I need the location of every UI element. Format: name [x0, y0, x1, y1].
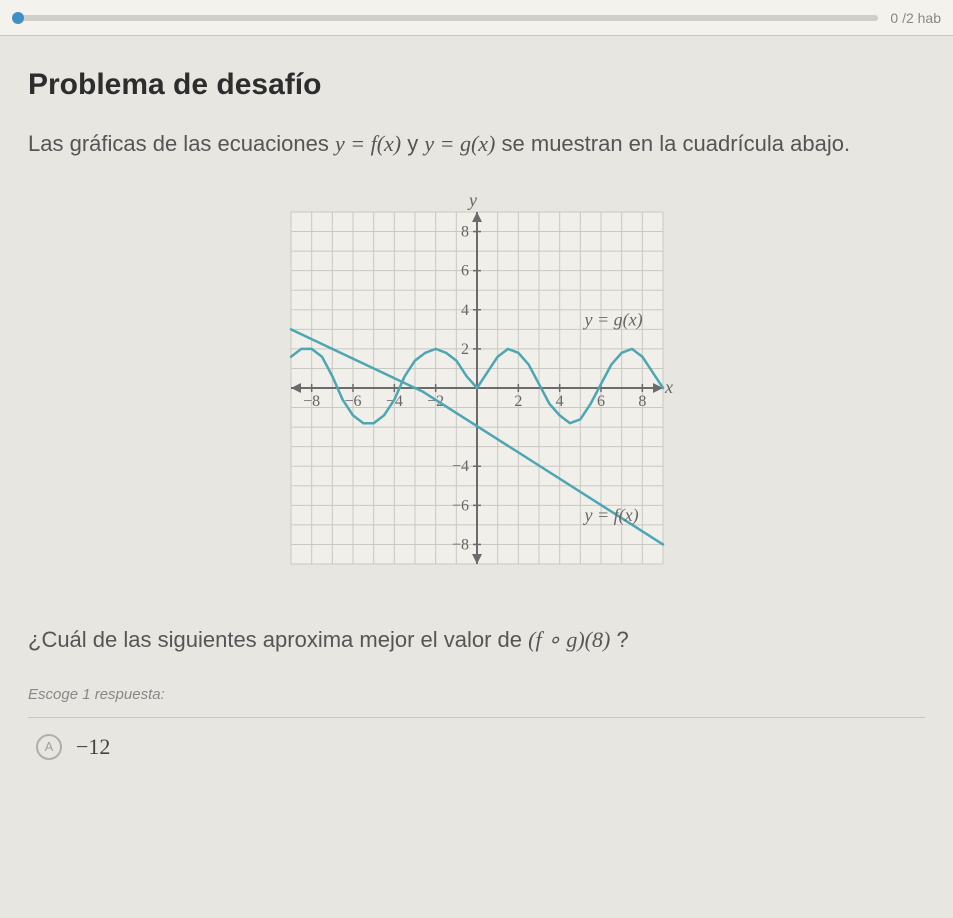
- top-progress-bar: 0 /2 hab: [0, 0, 953, 36]
- pick-instruction: Escoge 1 respuesta:: [28, 686, 925, 703]
- svg-text:8: 8: [461, 223, 469, 240]
- svg-text:2: 2: [461, 341, 469, 358]
- answer-text: −12: [76, 734, 110, 760]
- svg-text:y = g(x): y = g(x): [582, 309, 642, 330]
- progress-text: 0 /2 hab: [890, 10, 941, 26]
- prompt-eq1: y = f(x): [335, 131, 401, 156]
- question-pre: ¿Cuál de las siguientes aproxima mejor e…: [28, 627, 528, 652]
- svg-text:y = f(x): y = f(x): [582, 505, 638, 526]
- svg-text:8: 8: [638, 393, 646, 410]
- svg-text:6: 6: [461, 263, 469, 280]
- coordinate-chart: −8−6−4−22468−8−6−42468xyy = f(x)y = g(x): [267, 188, 687, 588]
- svg-text:−8: −8: [303, 393, 320, 410]
- prompt-eq2: y = g(x): [424, 131, 495, 156]
- svg-text:6: 6: [597, 393, 605, 410]
- question-text: ¿Cuál de las siguientes aproxima mejor e…: [28, 624, 925, 656]
- question-expr: (f ∘ g)(8): [528, 627, 610, 652]
- progress-dot: [12, 12, 24, 24]
- problem-prompt: Las gráficas de las ecuaciones y = f(x) …: [28, 128, 925, 160]
- prompt-pre: Las gráficas de las ecuaciones: [28, 131, 335, 156]
- svg-text:x: x: [664, 377, 673, 397]
- svg-text:−6: −6: [451, 497, 468, 514]
- prompt-mid: y: [407, 131, 424, 156]
- answer-choice[interactable]: A −12: [28, 717, 925, 776]
- svg-text:4: 4: [461, 302, 469, 319]
- answers-list: A −12: [28, 717, 925, 776]
- chart-container: −8−6−4−22468−8−6−42468xyy = f(x)y = g(x): [28, 188, 925, 588]
- progress-track: [12, 15, 878, 21]
- svg-text:4: 4: [555, 393, 563, 410]
- question-post: ?: [616, 627, 628, 652]
- page-title: Problema de desafío: [28, 68, 925, 102]
- svg-text:−8: −8: [451, 536, 468, 553]
- svg-text:y: y: [467, 190, 477, 210]
- content-area: Problema de desafío Las gráficas de las …: [0, 36, 953, 808]
- answer-radio[interactable]: A: [36, 734, 62, 760]
- svg-text:2: 2: [514, 393, 522, 410]
- svg-text:−4: −4: [451, 458, 468, 475]
- prompt-post: se muestran en la cuadrícula abajo.: [502, 131, 851, 156]
